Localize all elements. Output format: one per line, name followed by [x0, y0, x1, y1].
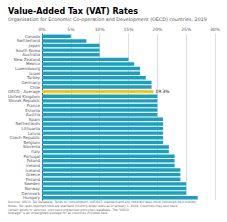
svg-text:France: France: [27, 103, 41, 108]
svg-text:Average" is an unweighted aver: Average" is an unweighted average for al…: [8, 211, 108, 215]
svg-text:Israel: Israel: [29, 71, 40, 76]
svg-text:Slovak Republic: Slovak Republic: [8, 98, 40, 103]
svg-text:Organisation for Economic Co-o: Organisation for Economic Co-operation a…: [8, 17, 207, 22]
svg-text:Netherlands: Netherlands: [16, 121, 40, 126]
svg-text:Mexico: Mexico: [26, 61, 41, 66]
svg-text:South Korea: South Korea: [16, 48, 41, 53]
svg-text:Spain: Spain: [29, 117, 41, 122]
svg-text:Poland: Poland: [27, 158, 41, 163]
svg-text:Belgium: Belgium: [24, 140, 41, 145]
svg-text:Hungary: Hungary: [22, 195, 40, 201]
svg-text:Switzerland: Switzerland: [17, 38, 41, 43]
svg-text:19.3%: 19.3%: [155, 89, 170, 94]
svg-text:Slovenia: Slovenia: [23, 144, 41, 149]
svg-text:20%: 20%: [152, 27, 163, 32]
svg-text:Latvia: Latvia: [28, 131, 41, 136]
svg-text:Ireland: Ireland: [26, 163, 40, 168]
svg-text:30%: 30%: [210, 27, 221, 32]
svg-text:Japan: Japan: [28, 43, 41, 48]
svg-text:Austria: Austria: [26, 112, 41, 117]
svg-text:Portugal: Portugal: [23, 154, 40, 159]
svg-text:25%: 25%: [181, 27, 192, 32]
svg-text:Value-Added Tax (VAT) Rates: Value-Added Tax (VAT) Rates: [8, 7, 138, 16]
svg-text:Sweden: Sweden: [24, 181, 40, 186]
svg-text:15%: 15%: [123, 27, 134, 32]
svg-text:Sources: OECD, Tax Database, T: Sources: OECD, Tax Database, Taxes on co…: [8, 199, 197, 204]
svg-text:Norway: Norway: [25, 186, 41, 191]
svg-text:Canada: Canada: [25, 34, 41, 39]
svg-text:Greece: Greece: [26, 172, 41, 177]
svg-text:10%: 10%: [95, 27, 106, 32]
svg-text:0%: 0%: [38, 27, 46, 32]
svg-text:Lithuania: Lithuania: [21, 126, 40, 131]
svg-text:Estonia: Estonia: [25, 108, 40, 113]
svg-text:Czech Republic: Czech Republic: [10, 135, 40, 140]
svg-text:Luxembourg: Luxembourg: [15, 66, 40, 71]
svg-text:New Zealand: New Zealand: [14, 57, 41, 62]
svg-text:5%: 5%: [67, 27, 75, 32]
svg-text:Notes: Tax rates reported here: Notes: Tax rates reported here are stand…: [8, 203, 178, 208]
svg-text:Italy: Italy: [31, 149, 40, 154]
svg-text:Australia: Australia: [22, 52, 40, 57]
svg-text:OECD - Average: OECD - Average: [8, 89, 41, 94]
svg-text:Turkey: Turkey: [26, 75, 41, 80]
svg-text:Finland: Finland: [26, 177, 41, 182]
svg-text:Denmark: Denmark: [22, 191, 41, 196]
svg-text:Germany: Germany: [22, 80, 41, 85]
svg-text:Chile: Chile: [30, 85, 41, 90]
svg-text:Iceland: Iceland: [26, 168, 41, 173]
svg-text:United Kingdom: United Kingdom: [8, 94, 40, 99]
svg-text:certain goods or services, vis: certain goods or services, visit oecd.or…: [8, 207, 129, 212]
